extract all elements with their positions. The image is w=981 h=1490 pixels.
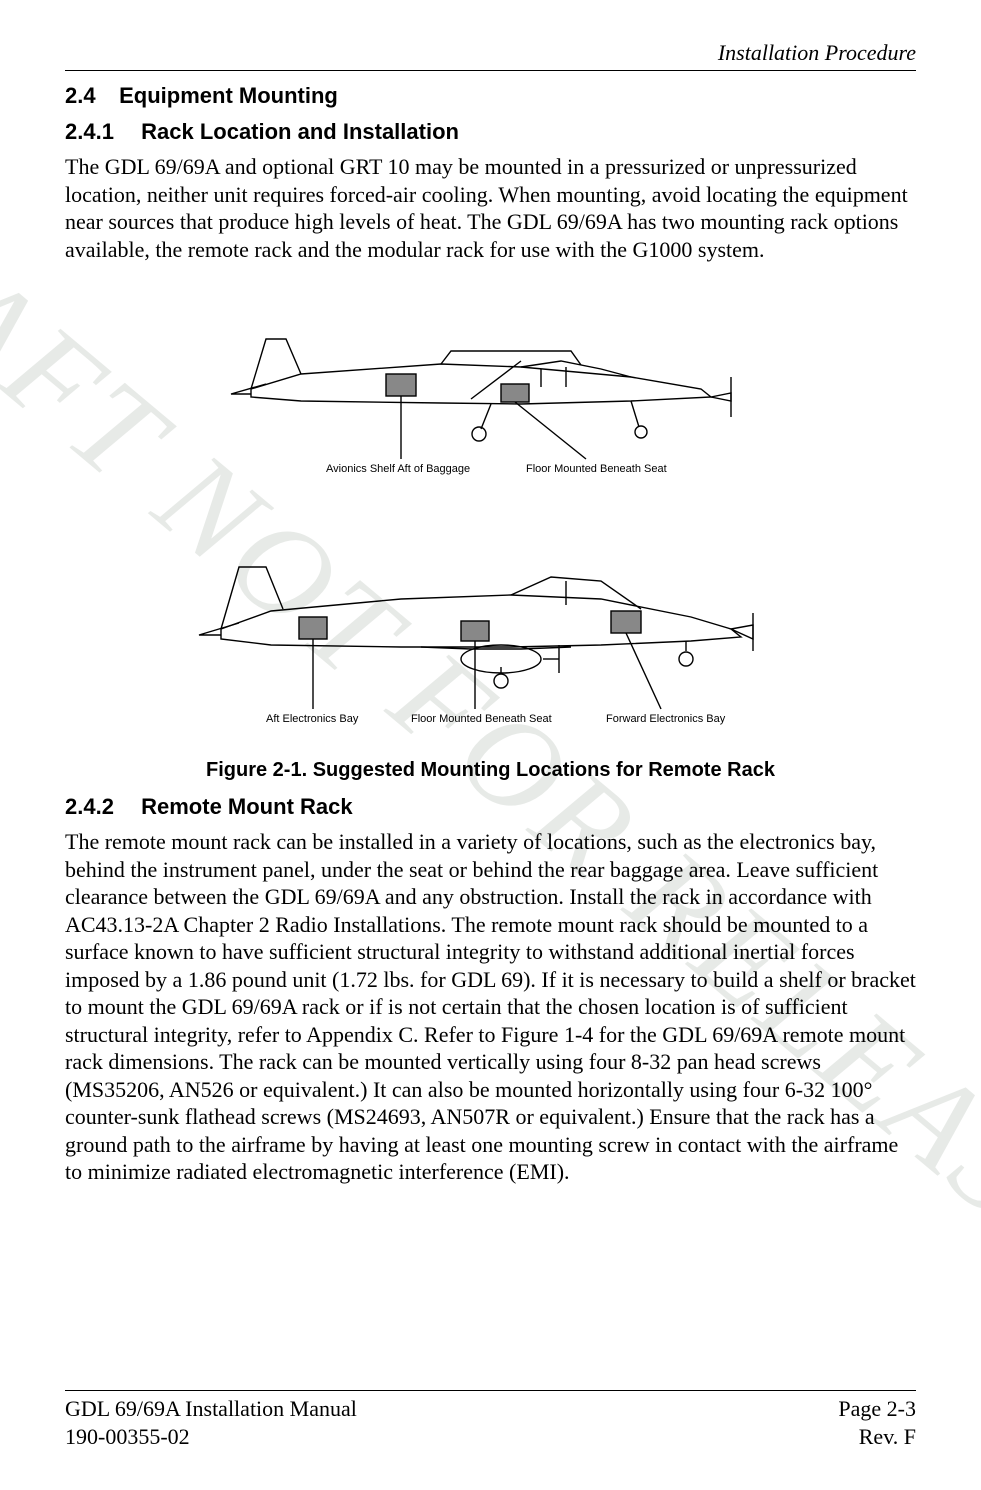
section-2-4-1-number: 2.4.1	[65, 119, 135, 145]
label-floor-beneath-seat-top: Floor Mounted Beneath Seat	[526, 463, 667, 475]
section-2-4-heading: 2.4 Equipment Mounting	[65, 83, 916, 109]
footer-manual-title: GDL 69/69A Installation Manual	[65, 1395, 357, 1423]
section-2-4-2-heading: 2.4.2 Remote Mount Rack	[65, 794, 916, 820]
running-header: Installation Procedure	[65, 40, 916, 71]
label-avionics-shelf-aft: Avionics Shelf Aft of Baggage	[326, 463, 470, 475]
page-footer: GDL 69/69A Installation Manual 190-00355…	[65, 1390, 916, 1450]
label-floor-beneath-seat-bottom: Floor Mounted Beneath Seat	[411, 713, 552, 725]
section-2-4-title: Equipment Mounting	[119, 83, 338, 108]
footer-revision: Rev. F	[838, 1423, 916, 1451]
section-2-4-1-title: Rack Location and Installation	[141, 119, 459, 144]
section-2-4-2-body: The remote mount rack can be installed i…	[65, 828, 916, 1186]
figure-2-1: Avionics Shelf Aft of Baggage Floor Moun…	[65, 269, 916, 782]
label-aft-electronics-bay: Aft Electronics Bay	[266, 713, 359, 725]
aircraft-top-diagram-icon: Avionics Shelf Aft of Baggage Floor Moun…	[191, 269, 791, 499]
section-2-4-2-title: Remote Mount Rack	[141, 794, 352, 819]
section-2-4-1-heading: 2.4.1 Rack Location and Installation	[65, 119, 916, 145]
footer-doc-number: 190-00355-02	[65, 1423, 357, 1451]
figure-2-1-caption: Figure 2-1. Suggested Mounting Locations…	[65, 759, 916, 782]
aircraft-bottom-diagram-icon: Aft Electronics Bay Floor Mounted Beneat…	[171, 499, 811, 749]
label-forward-electronics-bay: Forward Electronics Bay	[606, 713, 726, 725]
section-2-4-number: 2.4	[65, 83, 113, 109]
footer-page-number: Page 2-3	[838, 1395, 916, 1423]
section-2-4-1-body: The GDL 69/69A and optional GRT 10 may b…	[65, 153, 916, 263]
section-2-4-2-number: 2.4.2	[65, 794, 135, 820]
